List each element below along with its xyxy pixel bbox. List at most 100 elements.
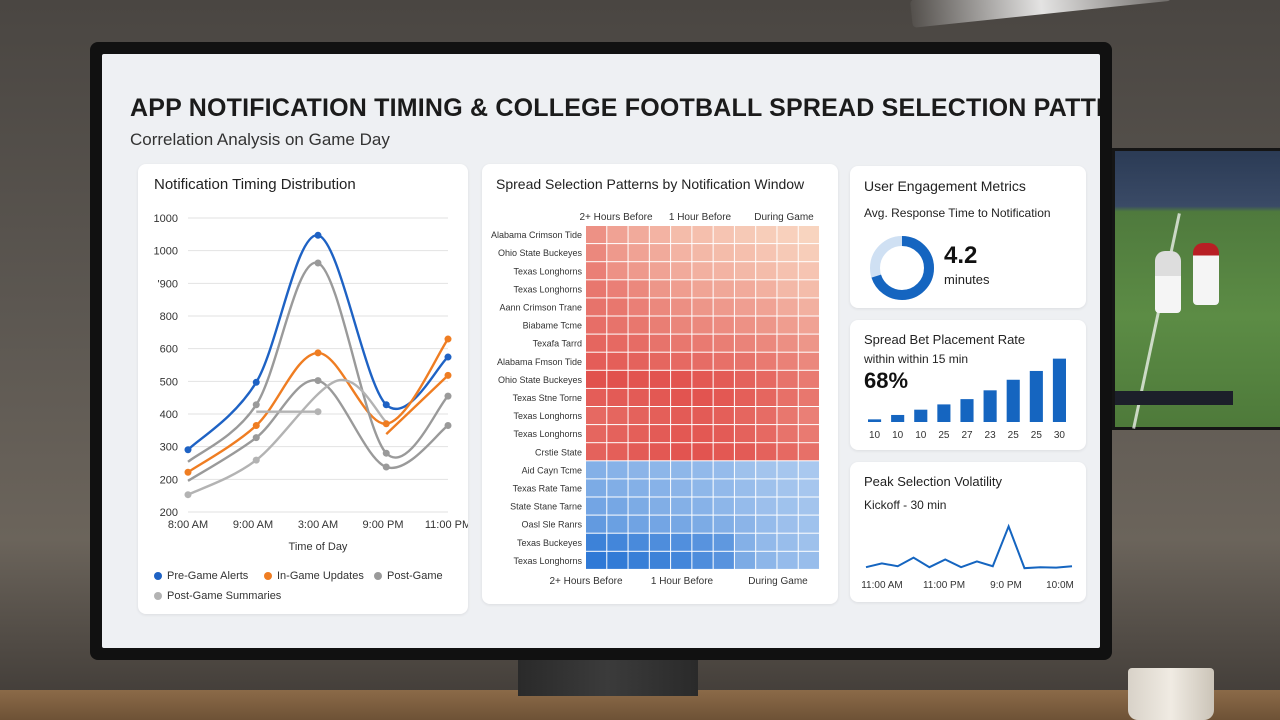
heatmap-cell bbox=[586, 226, 607, 244]
heatmap-cell bbox=[756, 497, 777, 515]
heatmap-cell bbox=[649, 370, 671, 388]
heatmap-cell bbox=[692, 226, 713, 244]
heatmap-cell bbox=[798, 388, 819, 406]
heatmap-cell bbox=[756, 244, 777, 262]
heatmap-cell bbox=[692, 551, 713, 569]
volatility-line bbox=[865, 523, 1073, 570]
heatmap-cell bbox=[756, 515, 777, 533]
data-point bbox=[314, 349, 322, 357]
heatmap-cell bbox=[649, 244, 671, 262]
bar-category-label: 10 bbox=[915, 430, 927, 441]
legend-item-in-game[interactable]: In-Game Updates bbox=[264, 570, 364, 582]
heatmap-cell bbox=[798, 298, 819, 316]
response-time-unit: minutes bbox=[944, 272, 990, 287]
heatmap-cell bbox=[777, 316, 798, 334]
heatmap-cell bbox=[798, 334, 819, 352]
heatmap-cell bbox=[777, 388, 798, 406]
heatmap-row-label: Texas Longhorns bbox=[513, 556, 582, 566]
heatmap-cell bbox=[628, 479, 649, 497]
heatmap-cell bbox=[734, 352, 756, 370]
heatmap-cell bbox=[713, 262, 734, 280]
heatmap-cell bbox=[692, 334, 713, 352]
heatmap-cell bbox=[777, 425, 798, 443]
y-tick-label: 500 bbox=[160, 376, 178, 388]
heatmap-cell bbox=[734, 461, 756, 479]
placement-bar-chart: 10 10 10 25 27 23 25 25 30 bbox=[868, 358, 1066, 441]
heatmap-cell bbox=[649, 515, 671, 533]
data-point bbox=[184, 446, 192, 454]
heatmap-cell bbox=[586, 244, 607, 262]
heatmap-cell bbox=[649, 443, 671, 461]
heatmap-cell bbox=[671, 352, 692, 370]
heatmap-cell bbox=[777, 280, 798, 298]
heatmap-cell bbox=[671, 226, 692, 244]
placement-rate-card: Spread Bet Placement Rate within within … bbox=[850, 320, 1086, 450]
heatmap-cell bbox=[607, 244, 628, 262]
heatmap-cell bbox=[607, 497, 628, 515]
page-subtitle: Correlation Analysis on Game Day bbox=[130, 130, 390, 149]
heatmap-cell bbox=[798, 515, 819, 533]
x-tick-label: 3:00 AM bbox=[298, 519, 338, 531]
heatmap-cell bbox=[734, 298, 756, 316]
heatmap-cell bbox=[607, 280, 628, 298]
data-point bbox=[382, 420, 390, 428]
card-subtitle: Kickoff - 30 min bbox=[864, 498, 947, 512]
heatmap-cell bbox=[713, 497, 734, 515]
legend-item-pre-game[interactable]: Pre-Game Alerts bbox=[154, 570, 248, 582]
legend-item-post-game[interactable]: Post-Game bbox=[374, 570, 443, 582]
heatmap-cell bbox=[777, 244, 798, 262]
heatmap-cell bbox=[798, 226, 819, 244]
heatmap-cell bbox=[607, 461, 628, 479]
bar-category-label: 25 bbox=[938, 430, 950, 441]
data-point bbox=[252, 422, 260, 430]
bar-category-label: 30 bbox=[1054, 430, 1066, 441]
heatmap-cell bbox=[628, 334, 649, 352]
heatmap-cell bbox=[777, 262, 798, 280]
heatmap-cell bbox=[756, 407, 777, 425]
y-tick-label: 1000 bbox=[154, 213, 178, 225]
legend-item-post-game-summaries[interactable]: Post-Game Summaries bbox=[154, 590, 281, 602]
heatmap-cell bbox=[777, 226, 798, 244]
heatmap-cell bbox=[713, 244, 734, 262]
heatmap-cell bbox=[734, 533, 756, 551]
coffee-mug bbox=[1128, 668, 1214, 720]
heatmap-cell bbox=[628, 316, 649, 334]
bar-category-label: 10 bbox=[892, 430, 904, 441]
monitor: APP NOTIFICATION TIMING & COLLEGE FOOTBA… bbox=[90, 42, 1112, 660]
heatmap-row-label: Aann Crimson Trane bbox=[499, 302, 582, 312]
heatmap-cell bbox=[607, 352, 628, 370]
heatmap-cell bbox=[798, 497, 819, 515]
heatmap-cell bbox=[586, 352, 607, 370]
heatmap-cell bbox=[713, 298, 734, 316]
heatmap-cell bbox=[692, 298, 713, 316]
heatmap-cell bbox=[607, 262, 628, 280]
heatmap-row-label: Oasl Sle Ranrs bbox=[521, 520, 582, 530]
dashboard-screen: APP NOTIFICATION TIMING & COLLEGE FOOTBA… bbox=[102, 54, 1100, 648]
heatmap-cell bbox=[628, 262, 649, 280]
heatmap-cell bbox=[692, 497, 713, 515]
heatmap-cell bbox=[628, 280, 649, 298]
heatmap-cell bbox=[798, 316, 819, 334]
monitor-stand bbox=[518, 656, 698, 696]
heatmap-row-label: Texas Rate Tame bbox=[513, 483, 582, 493]
card-title: Spread Selection Patterns by Notificatio… bbox=[496, 176, 805, 192]
heatmap-cell bbox=[734, 244, 756, 262]
data-point bbox=[252, 456, 260, 464]
heatmap-cell bbox=[756, 388, 777, 406]
heatmap-cell bbox=[671, 370, 692, 388]
heatmap-cell bbox=[628, 244, 649, 262]
y-tick-label: 200 bbox=[160, 474, 178, 486]
legend-swatch bbox=[264, 572, 272, 580]
heatmap-cell bbox=[692, 533, 713, 551]
heatmap-cell bbox=[692, 407, 713, 425]
bar-category-label: 27 bbox=[961, 430, 973, 441]
heatmap-cell bbox=[607, 388, 628, 406]
data-point bbox=[382, 463, 390, 471]
x-axis-label: Time of Day bbox=[289, 541, 348, 553]
heatmap-cell bbox=[756, 370, 777, 388]
legend-label: In-Game Updates bbox=[277, 570, 364, 582]
heatmap-cell bbox=[777, 533, 798, 551]
y-tick-label: '900 bbox=[158, 278, 178, 290]
heatmap-cell bbox=[671, 316, 692, 334]
card-title: Peak Selection Volatility bbox=[864, 474, 1003, 489]
